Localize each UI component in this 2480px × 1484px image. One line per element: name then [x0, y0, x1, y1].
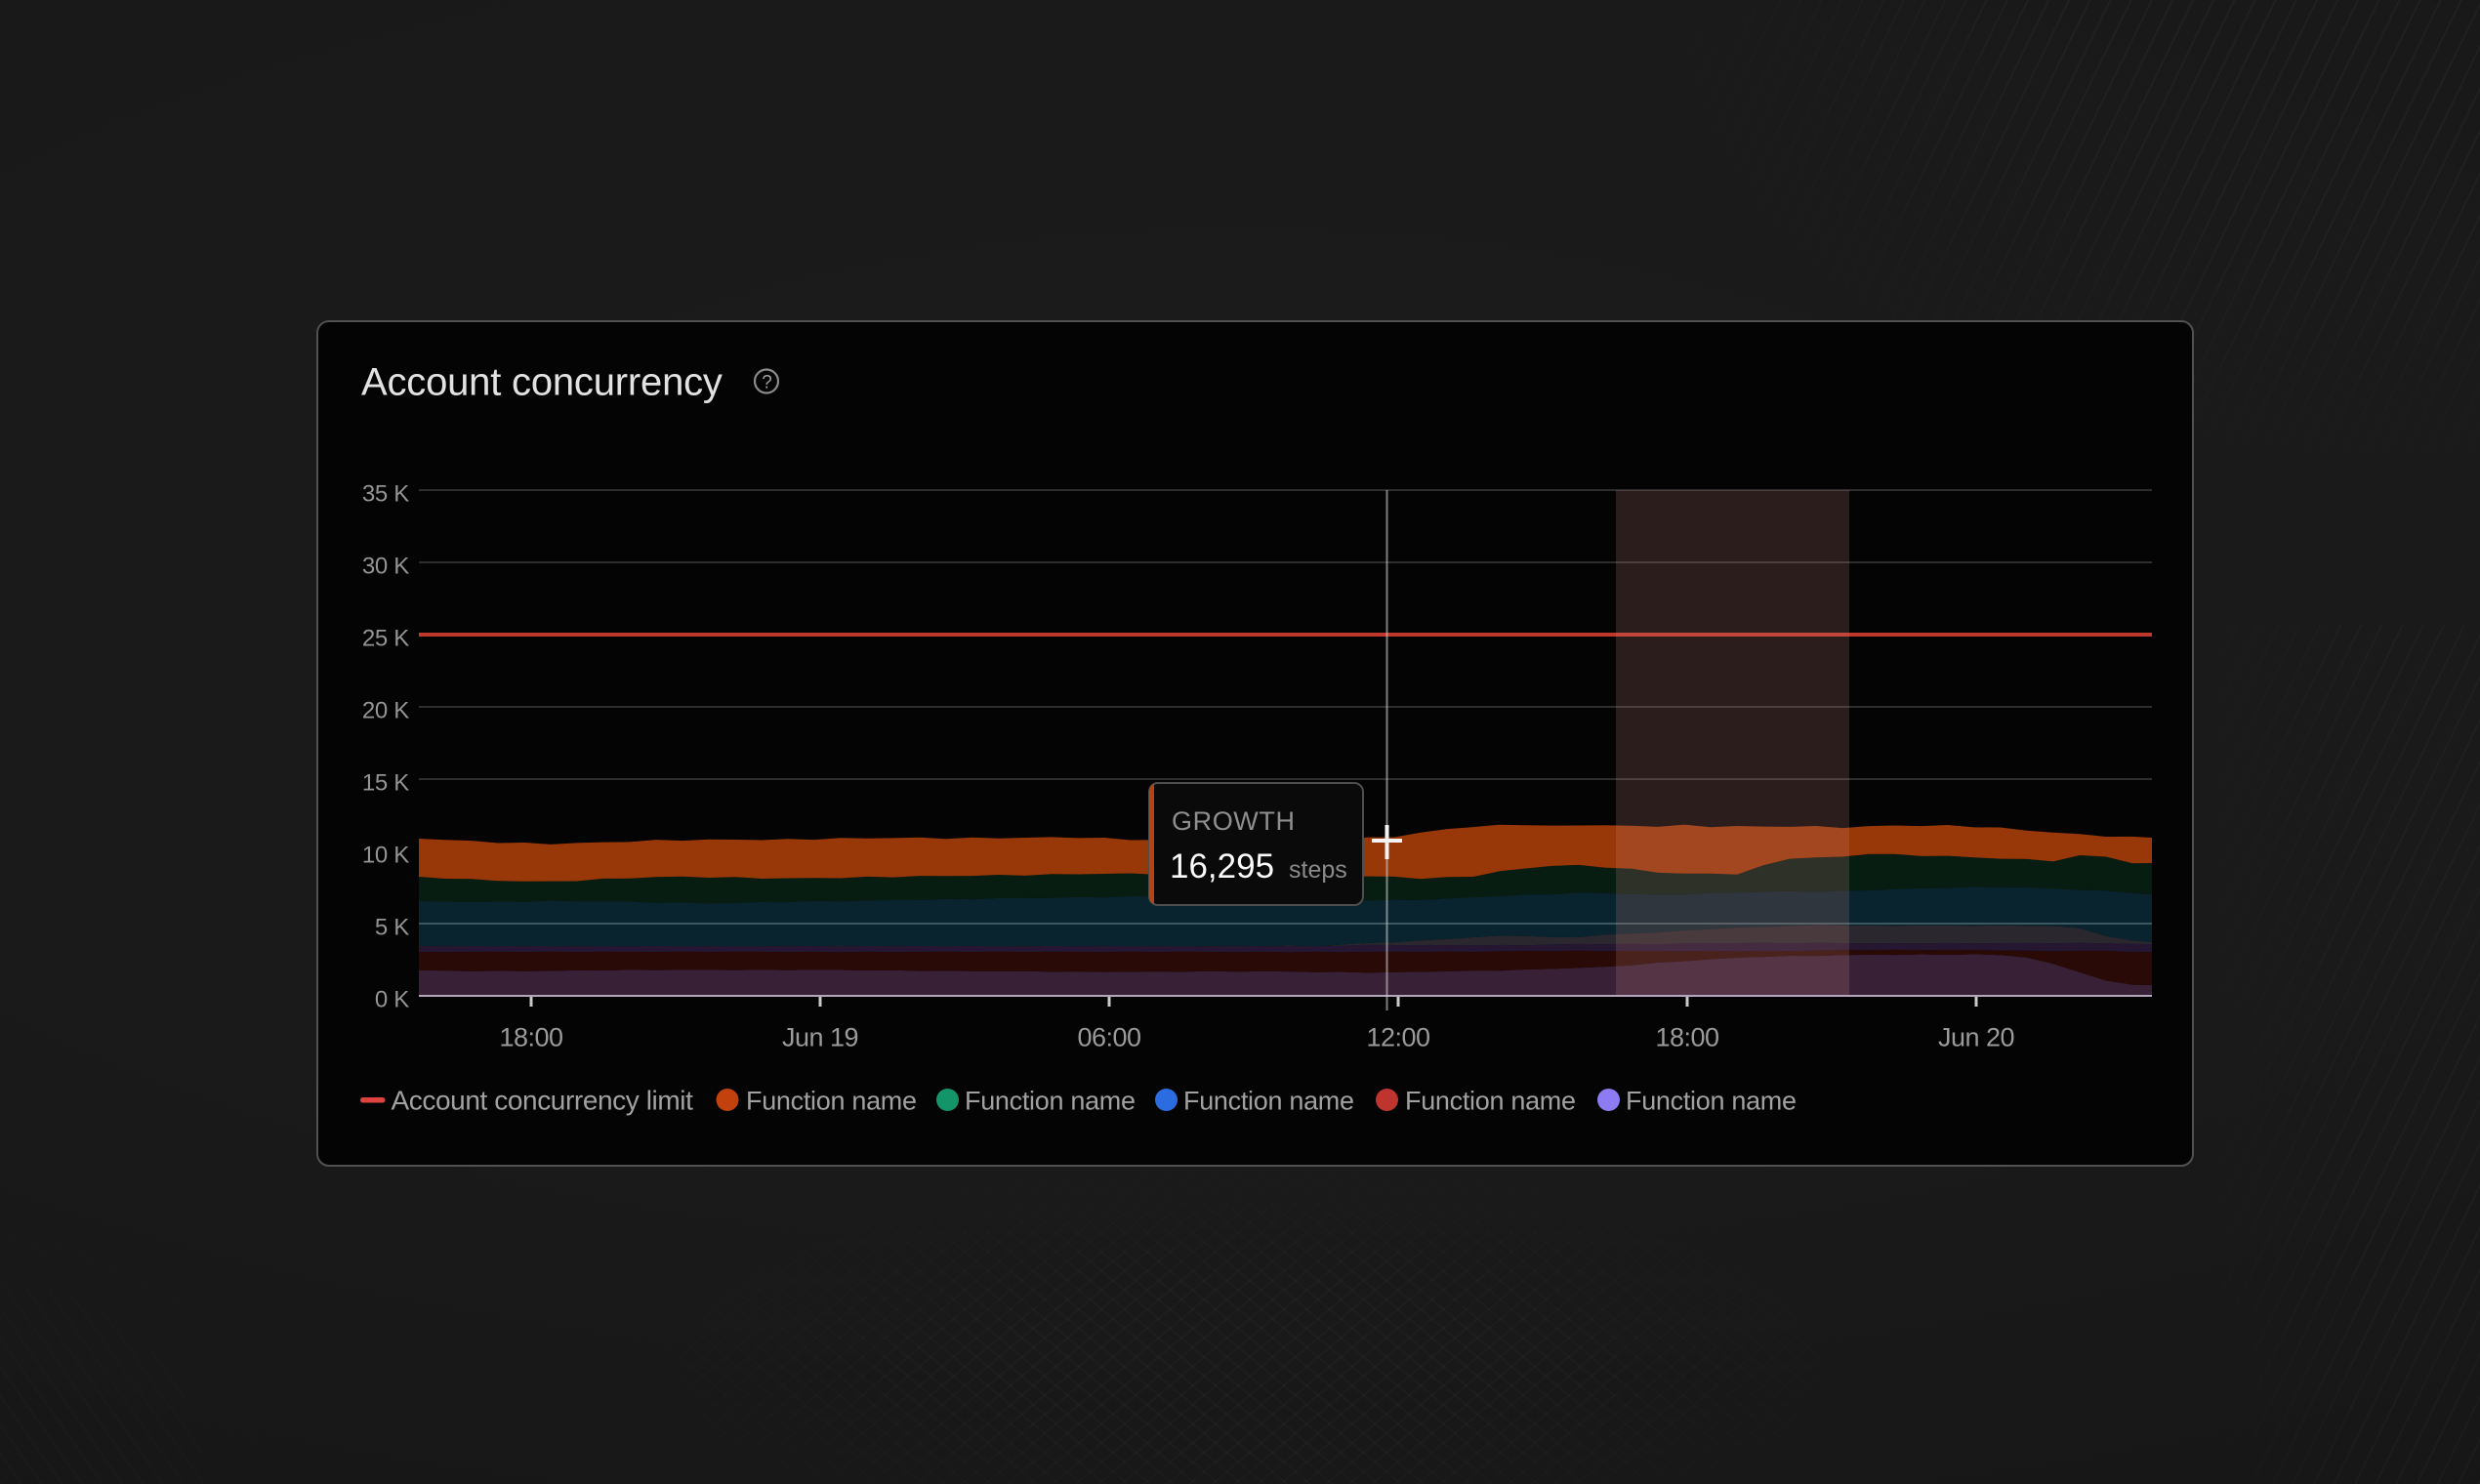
svg-text:25 K: 25 K: [362, 626, 409, 652]
svg-text:20 K: 20 K: [362, 698, 409, 724]
svg-text:12:00: 12:00: [1366, 1023, 1429, 1052]
svg-text:Function name: Function name: [1183, 1087, 1354, 1116]
svg-text:Account concurrency limit: Account concurrency limit: [392, 1086, 694, 1116]
svg-text:?: ?: [762, 373, 772, 393]
svg-text:10 K: 10 K: [362, 843, 409, 869]
svg-text:16,295: 16,295: [1170, 847, 1274, 886]
svg-text:Jun 19: Jun 19: [782, 1023, 858, 1052]
svg-text:18:00: 18:00: [499, 1023, 562, 1052]
svg-text:steps: steps: [1289, 856, 1347, 884]
svg-text:0 K: 0 K: [375, 987, 409, 1013]
svg-text:GROWTH: GROWTH: [1172, 806, 1296, 836]
svg-text:15 K: 15 K: [362, 770, 409, 797]
svg-text:Function name: Function name: [1405, 1087, 1576, 1116]
svg-text:Function name: Function name: [965, 1087, 1136, 1116]
svg-text:06:00: 06:00: [1077, 1023, 1140, 1052]
svg-text:Jun 20: Jun 20: [1938, 1023, 2014, 1052]
svg-text:5 K: 5 K: [375, 915, 409, 941]
svg-text:30 K: 30 K: [362, 554, 409, 580]
svg-text:35 K: 35 K: [362, 481, 409, 508]
svg-text:18:00: 18:00: [1655, 1023, 1718, 1052]
svg-text:Function name: Function name: [1626, 1087, 1797, 1116]
svg-text:Function name: Function name: [746, 1087, 917, 1116]
svg-text:Account concurrency: Account concurrency: [361, 361, 723, 404]
